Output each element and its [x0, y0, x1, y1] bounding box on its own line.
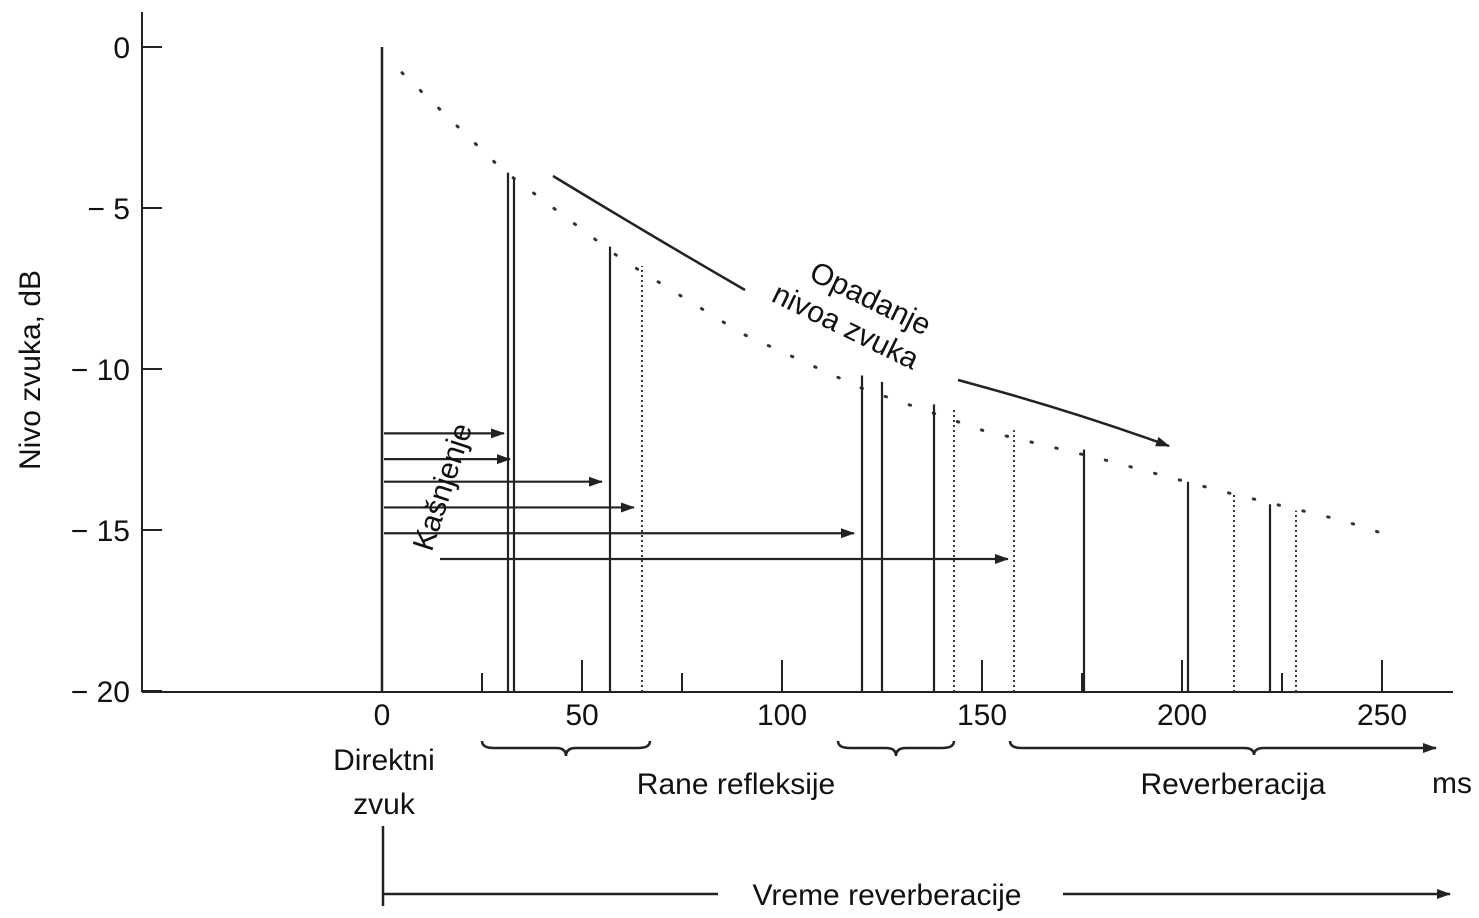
x-tick-label: 50 [565, 699, 598, 732]
x-tick-label: 0 [374, 699, 391, 732]
x-tick-label: 100 [757, 699, 807, 732]
y-tick-label: − 20 [71, 676, 130, 709]
direct-sound-label-line2: zvuk [353, 788, 416, 821]
x-tick-label: 250 [1357, 699, 1407, 732]
reverberation-label: Reverberacija [1140, 768, 1325, 801]
y-tick-label: − 5 [87, 193, 130, 226]
early-reflections-bracket [836, 740, 956, 757]
direct-sound-label-line1: Direktni [333, 744, 435, 777]
x-ticks: 0 50 100 150 200 250 [374, 660, 1407, 732]
reflection-bars [380, 47, 1297, 692]
x-axis-unit-label: ms [1432, 767, 1472, 800]
reverberation-time-label: Vreme reverberacije [753, 879, 1022, 912]
y-tick-label: − 10 [71, 354, 130, 387]
y-ticks: 0 − 5 − 10 − 15 − 20 [71, 32, 162, 709]
delay-label: Kašnjenje [407, 419, 479, 555]
decay-arrow-upper [552, 174, 746, 292]
y-tick-label: 0 [113, 32, 130, 65]
early-reflections-bracket [480, 740, 652, 757]
early-reflection-brackets [480, 740, 956, 757]
reverberation-range-arrow [1008, 740, 1437, 756]
x-tick-label: 150 [957, 699, 1007, 732]
early-reflections-label: Rane refleksije [637, 768, 835, 801]
delay-arrows [384, 428, 1009, 564]
y-axis-label: Nivo zvuka, dB [14, 270, 47, 470]
decay-arrow-lower [957, 378, 1170, 448]
y-tick-label: − 15 [71, 515, 130, 548]
axes [141, 12, 1453, 693]
x-tick-label: 200 [1157, 699, 1207, 732]
